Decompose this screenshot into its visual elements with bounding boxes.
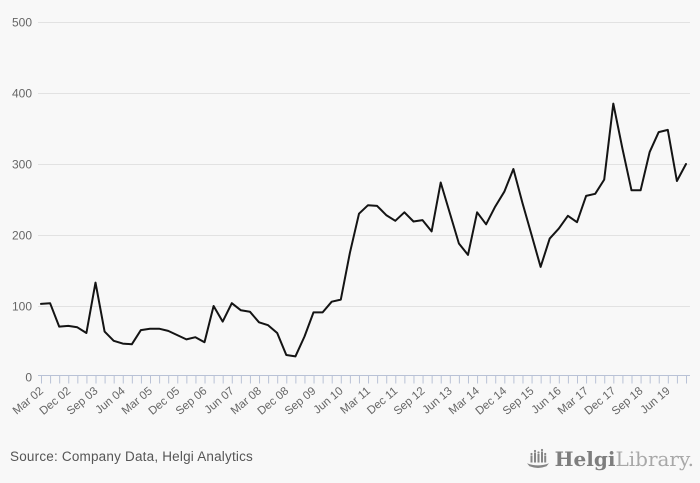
- x-tick-label: Jun 19: [639, 385, 673, 416]
- helgi-library-logo[interactable]: HelgiLibrary.: [526, 447, 694, 471]
- source-note: Source: Company Data, Helgi Analytics: [10, 449, 254, 464]
- y-tick-label: 100: [12, 300, 32, 314]
- logo-text-secondary: Library.: [615, 447, 694, 471]
- y-tick-label: 400: [12, 87, 32, 101]
- x-tick-label: Sep 18: [610, 385, 646, 418]
- x-tick-label: Sep 15: [501, 385, 537, 418]
- logo-text: HelgiLibrary.: [555, 447, 694, 471]
- y-tick-label: 200: [12, 229, 32, 243]
- x-tick-label: Sep 06: [174, 385, 210, 418]
- logo-text-primary: Helgi: [554, 447, 616, 471]
- helgi-boat-icon: [526, 448, 549, 468]
- x-tick-label: Jun 10: [312, 385, 346, 416]
- line-chart: 0 100 200 300 400 500 Mar 02 Dec 02 Sep 03 Jun 04…: [11, 16, 690, 418]
- y-tick-label: 0: [25, 371, 32, 385]
- y-tick-label: 300: [12, 158, 32, 172]
- x-tick-label: Sep 09: [283, 385, 319, 418]
- y-tick-label: 500: [12, 16, 32, 30]
- data-series-line: [40, 102, 687, 358]
- x-tick-label: Sep 12: [392, 385, 428, 418]
- x-tick-label: Sep 03: [65, 385, 101, 418]
